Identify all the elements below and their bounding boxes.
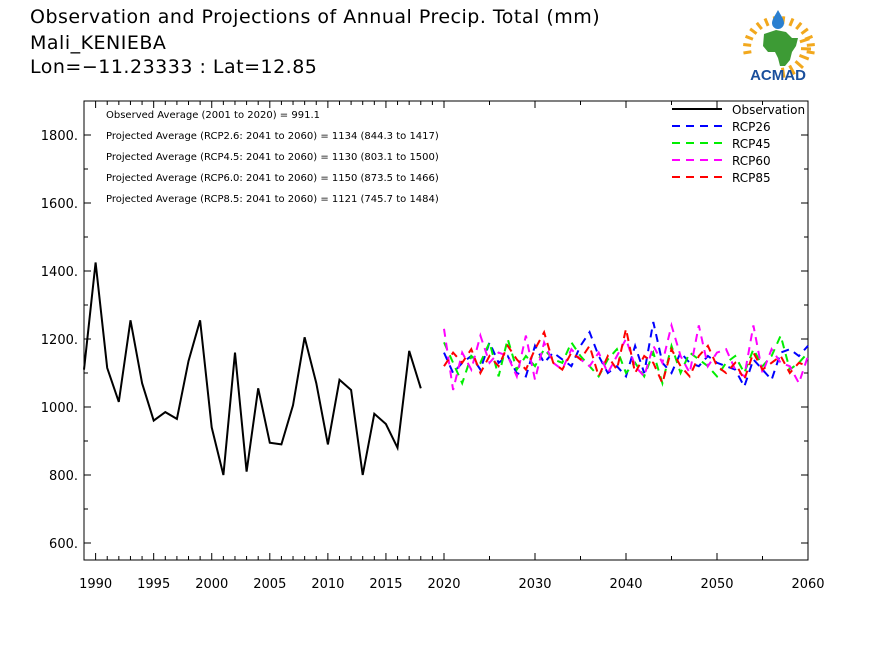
x-tick-label: 2020 (427, 577, 460, 592)
sun-ray (788, 17, 795, 27)
series-lines (83, 262, 809, 476)
y-tick-label: 1600. (41, 197, 78, 212)
sun-ray (743, 43, 752, 47)
annotation-line: Projected Average (RCP6.0: 2041 to 2060)… (106, 173, 439, 184)
legend-label: RCP85 (732, 171, 771, 185)
legend-label: RCP45 (732, 137, 771, 151)
x-tick-label: 2030 (518, 577, 551, 592)
series-line-rcp85 (443, 328, 809, 387)
y-tick-label: 1200. (41, 333, 78, 348)
x-tick-label: 2040 (609, 577, 642, 592)
x-tick-label: 2005 (253, 577, 286, 592)
sun-ray (794, 60, 804, 69)
annotation-line: Projected Average (RCP8.5: 2041 to 2060)… (106, 194, 439, 205)
sun-ray (800, 27, 809, 35)
water-drop-icon (772, 10, 784, 29)
africa-map-sun-logo: ACMAD (743, 10, 815, 84)
y-tick-label: 1000. (41, 401, 78, 416)
sun-ray (780, 67, 786, 78)
series-line-rcp60 (443, 321, 809, 391)
x-tick-label: 2060 (791, 577, 824, 592)
location-name: Mali_KENIEBA (30, 32, 167, 54)
sun-ray (795, 21, 803, 31)
x-tick-label: 2050 (700, 577, 733, 592)
annotations: Observed Average (2001 to 2020) = 991.1 P… (106, 110, 439, 205)
x-tick-label: 2015 (369, 577, 402, 592)
sun-ray (744, 34, 754, 41)
sun-ray (806, 50, 815, 55)
sun-ray (743, 50, 752, 55)
sun-ray (799, 37, 810, 44)
x-tick-label: 2010 (311, 577, 344, 592)
logo-text: ACMAD (750, 67, 806, 84)
x-tick-label: 1990 (79, 577, 112, 592)
legend-label: RCP26 (732, 120, 771, 134)
legend: Observation RCP26 RCP45 RCP60 RCP85 (672, 103, 805, 185)
series-line-observation (83, 262, 422, 476)
coordinates: Lon=−11.23333 : Lat=12.85 (30, 56, 318, 78)
legend-label: RCP60 (732, 154, 771, 168)
x-tick-label: 1995 (137, 577, 170, 592)
axis-ticks (84, 100, 809, 560)
sun-ray (788, 64, 796, 76)
plot-frame (83, 100, 809, 561)
annotation-line: Observed Average (2001 to 2020) = 991.1 (106, 110, 320, 121)
sun-ray (749, 27, 758, 35)
annotation-line: Projected Average (RCP4.5: 2041 to 2060)… (106, 152, 439, 163)
sun-ray (763, 17, 770, 27)
x-axis-labels: 1990 1995 2000 2005 2010 2015 2020 2030 2040 2050… (79, 577, 824, 592)
y-tick-label: 600. (49, 537, 78, 552)
x-tick-label: 2000 (195, 577, 228, 592)
sun-ray (806, 43, 815, 47)
y-axis-labels: 600. 800. 1000. 1200. 1400. 1600. 1800. (41, 129, 78, 552)
y-tick-label: 1800. (41, 129, 78, 144)
annotation-line: Projected Average (RCP2.6: 2041 to 2060)… (106, 131, 439, 142)
y-tick-label: 1400. (41, 265, 78, 280)
series-line-rcp26 (443, 321, 809, 390)
y-tick-label: 800. (49, 469, 78, 484)
legend-label: Observation (732, 103, 805, 117)
chart-title: Observation and Projections of Annual Pr… (30, 6, 601, 28)
sun-ray (755, 21, 763, 31)
africa-icon (763, 30, 798, 66)
sun-ray (798, 53, 810, 61)
